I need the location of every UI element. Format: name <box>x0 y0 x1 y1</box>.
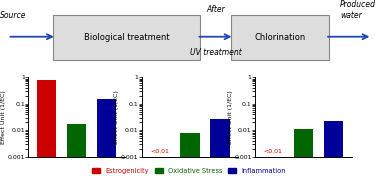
Text: Source: Source <box>0 11 26 20</box>
Bar <box>324 121 343 180</box>
Y-axis label: Effect Unit (1/EC): Effect Unit (1/EC) <box>115 90 119 144</box>
Legend: Estrogenicity, Oxidative Stress, Inflammation: Estrogenicity, Oxidative Stress, Inflamm… <box>90 165 288 177</box>
FancyBboxPatch shape <box>231 15 329 60</box>
Bar <box>294 129 313 180</box>
Text: Biological treatment: Biological treatment <box>84 33 169 42</box>
Bar <box>210 119 230 180</box>
Y-axis label: Effect Unit (1/EC): Effect Unit (1/EC) <box>228 90 233 144</box>
Text: Chlorination: Chlorination <box>254 33 305 42</box>
Bar <box>37 80 56 180</box>
Text: After: After <box>206 5 225 14</box>
Text: Produced
water: Produced water <box>340 1 376 20</box>
Bar <box>180 133 200 180</box>
Bar <box>67 124 86 180</box>
Y-axis label: Effect Unit (1/EC): Effect Unit (1/EC) <box>1 90 6 144</box>
Text: <0.01: <0.01 <box>150 149 169 154</box>
Bar <box>97 99 116 180</box>
Text: UV treatment: UV treatment <box>190 48 241 57</box>
FancyBboxPatch shape <box>53 15 200 60</box>
Text: <0.01: <0.01 <box>264 149 283 154</box>
